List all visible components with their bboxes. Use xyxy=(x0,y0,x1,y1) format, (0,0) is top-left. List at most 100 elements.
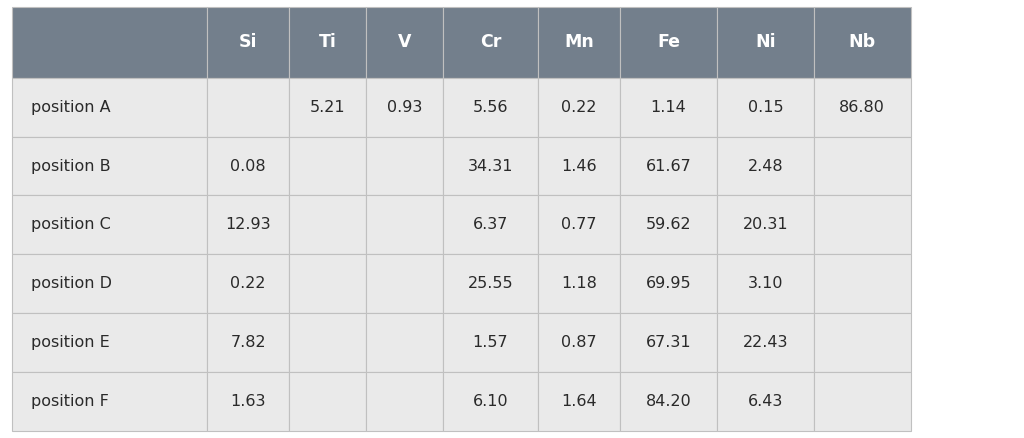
Text: Cr: Cr xyxy=(480,33,501,51)
Bar xyxy=(207,78,289,137)
Bar xyxy=(717,7,814,78)
Text: 20.31: 20.31 xyxy=(742,218,788,233)
Bar xyxy=(717,137,814,195)
Text: 6.37: 6.37 xyxy=(473,218,508,233)
Text: 0.22: 0.22 xyxy=(561,99,597,114)
Bar xyxy=(289,314,367,372)
Text: 1.14: 1.14 xyxy=(650,99,686,114)
Bar xyxy=(12,372,207,431)
Text: 0.08: 0.08 xyxy=(230,159,266,173)
Text: position E: position E xyxy=(31,336,110,350)
Bar xyxy=(367,137,443,195)
Bar xyxy=(12,137,207,195)
Bar xyxy=(12,7,207,78)
Text: 1.46: 1.46 xyxy=(561,159,597,173)
Bar xyxy=(717,195,814,254)
Bar xyxy=(367,254,443,314)
Text: 86.80: 86.80 xyxy=(840,99,885,114)
Bar xyxy=(443,314,538,372)
Text: position C: position C xyxy=(31,218,111,233)
Bar xyxy=(443,78,538,137)
Bar xyxy=(12,254,207,314)
Bar xyxy=(538,195,620,254)
Bar xyxy=(538,78,620,137)
Bar xyxy=(443,7,538,78)
Bar xyxy=(289,254,367,314)
Bar xyxy=(367,372,443,431)
Text: position D: position D xyxy=(31,276,112,291)
Text: 5.21: 5.21 xyxy=(310,99,345,114)
Bar xyxy=(443,195,538,254)
Bar xyxy=(814,78,910,137)
Bar xyxy=(12,78,207,137)
Bar xyxy=(289,78,367,137)
Bar xyxy=(443,372,538,431)
Text: 0.77: 0.77 xyxy=(561,218,597,233)
Text: Si: Si xyxy=(239,33,257,51)
Text: Ti: Ti xyxy=(318,33,337,51)
Bar xyxy=(207,137,289,195)
Bar xyxy=(538,7,620,78)
Text: 67.31: 67.31 xyxy=(645,336,691,350)
Bar xyxy=(620,314,717,372)
Text: 59.62: 59.62 xyxy=(645,218,691,233)
Bar xyxy=(620,7,717,78)
Bar xyxy=(620,137,717,195)
Bar xyxy=(717,254,814,314)
Bar xyxy=(367,195,443,254)
Text: 22.43: 22.43 xyxy=(742,336,788,350)
Bar xyxy=(717,372,814,431)
Text: 1.57: 1.57 xyxy=(473,336,508,350)
Bar xyxy=(207,254,289,314)
Bar xyxy=(207,7,289,78)
Text: 12.93: 12.93 xyxy=(225,218,271,233)
Text: 6.43: 6.43 xyxy=(748,395,783,410)
Bar xyxy=(443,137,538,195)
Text: 1.18: 1.18 xyxy=(561,276,597,291)
Text: 0.15: 0.15 xyxy=(748,99,783,114)
Bar xyxy=(538,137,620,195)
Bar xyxy=(814,314,910,372)
Text: Nb: Nb xyxy=(849,33,876,51)
Text: 1.63: 1.63 xyxy=(230,395,266,410)
Text: 0.93: 0.93 xyxy=(387,99,422,114)
Bar xyxy=(717,314,814,372)
Bar xyxy=(207,372,289,431)
Bar xyxy=(207,195,289,254)
Bar xyxy=(620,78,717,137)
Bar xyxy=(12,195,207,254)
Bar xyxy=(814,254,910,314)
Text: 6.10: 6.10 xyxy=(473,395,508,410)
Bar xyxy=(367,78,443,137)
Bar xyxy=(538,254,620,314)
Text: V: V xyxy=(397,33,412,51)
Text: 3.10: 3.10 xyxy=(748,276,783,291)
Text: 5.56: 5.56 xyxy=(473,99,508,114)
Bar xyxy=(538,372,620,431)
Text: Mn: Mn xyxy=(564,33,594,51)
Text: 7.82: 7.82 xyxy=(230,336,266,350)
Bar xyxy=(289,195,367,254)
Text: 69.95: 69.95 xyxy=(645,276,691,291)
Bar xyxy=(443,254,538,314)
Text: 0.87: 0.87 xyxy=(561,336,597,350)
Text: position A: position A xyxy=(31,99,111,114)
Text: 1.64: 1.64 xyxy=(561,395,597,410)
Text: 0.22: 0.22 xyxy=(230,276,266,291)
Text: 61.67: 61.67 xyxy=(645,159,691,173)
Bar xyxy=(717,78,814,137)
Text: position B: position B xyxy=(31,159,111,173)
Bar xyxy=(620,372,717,431)
Text: Ni: Ni xyxy=(755,33,775,51)
Text: 25.55: 25.55 xyxy=(468,276,513,291)
Bar xyxy=(367,7,443,78)
Bar xyxy=(538,314,620,372)
Text: 84.20: 84.20 xyxy=(645,395,691,410)
Bar xyxy=(814,195,910,254)
Bar xyxy=(289,137,367,195)
Bar xyxy=(207,314,289,372)
Bar xyxy=(814,137,910,195)
Bar xyxy=(367,314,443,372)
Bar xyxy=(289,372,367,431)
Text: 2.48: 2.48 xyxy=(748,159,783,173)
